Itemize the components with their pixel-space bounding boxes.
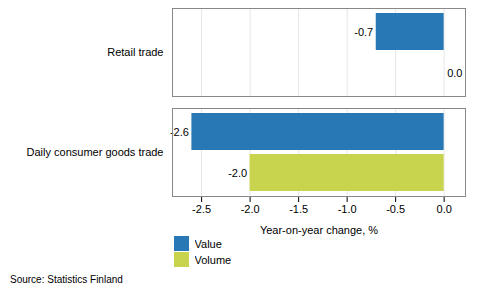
html-text:Source: Statistics Finland: Source: Statistics Finland (10, 273, 123, 285)
svg-text:-2.0: -2.0 (241, 203, 260, 215)
svg-text:Daily consumer goods trade: Daily consumer goods trade (27, 146, 164, 158)
svg-text:-2.0: -2.0 (228, 167, 247, 179)
svg-text:-2.6: -2.6 (169, 125, 189, 138)
svg-text:-1.0: -1.0 (338, 203, 357, 215)
svg-text:-0.5: -0.5 (386, 203, 405, 215)
html-text:Volume: Volume (194, 253, 232, 266)
svg-text:0.0: 0.0 (437, 203, 452, 215)
svg-text:-2.5: -2.5 (192, 203, 211, 215)
svg-text:Retail trade: Retail trade (107, 46, 163, 58)
svg-text:Year-on-year change, %: Year-on-year change, % (260, 224, 378, 236)
svg-text:0.0: 0.0 (447, 67, 462, 79)
svg-text:-0.7: -0.7 (354, 26, 373, 38)
svg-text:-1.5: -1.5 (289, 203, 308, 215)
html-text:Value: Value (194, 237, 222, 250)
